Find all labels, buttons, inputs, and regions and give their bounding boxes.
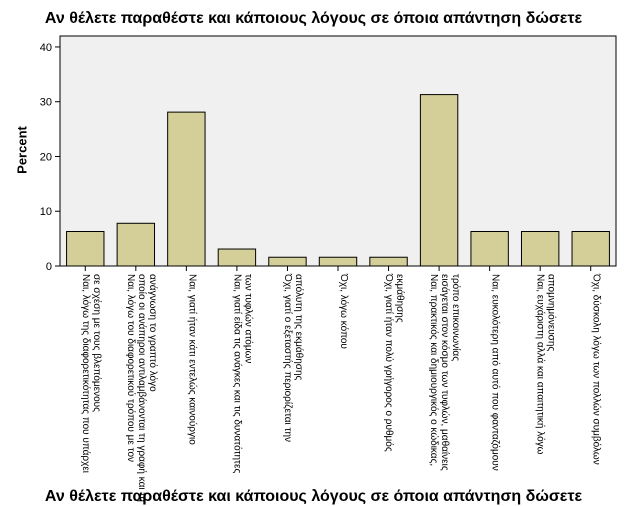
x-tick-label: Όχι, γιατί ήταν πολύ γρήγορος ο ρυθμός εκ…: [383, 273, 406, 452]
x-tick-label-line: απομνημόνευσης: [546, 274, 558, 351]
x-tick-label-line: τρόπο επικοινωνίας: [450, 274, 462, 361]
x-axis-labels: Ναι, λόγω της διαφορετικότητας που υπάρχ…: [80, 266, 603, 502]
bar: [66, 231, 105, 267]
y-axis: 0 10 20 30 40: [40, 42, 60, 273]
x-tick-label-line: Ναι, ευκολότερη από αυτό που φανταζόμουν: [490, 274, 502, 471]
x-tick-label-line: Όχι, γιατί ο εξεταστής περιορίζεται την: [282, 273, 294, 442]
bar: [167, 111, 206, 267]
bar: [520, 231, 560, 267]
bar: [318, 256, 358, 267]
x-tick-label-line: Ναι, γιατί είδα τις ανάγκες και τις δυνα…: [231, 274, 243, 473]
x-tick-label: Ναι, ευχάριστη αλλά και απαιτητική λόγω α…: [535, 274, 558, 455]
chart-title: Αν θέλετε παραθέστε και κάποιους λόγους …: [44, 10, 583, 27]
bar: [470, 231, 509, 267]
x-tick-label: Ναι, ευκολότερη από αυτό που φανταζόμουν: [490, 274, 502, 471]
bar: [419, 94, 459, 267]
x-tick-label-line: απόλυτη της εκμάθησης: [293, 274, 305, 381]
x-tick-label: Όχι, λόγω κόπου: [338, 273, 350, 349]
x-tick-label-line: Ναι, λόγω της διαφορετικότητας που υπάρχ…: [80, 274, 92, 473]
x-tick-label-line: Όχι, δύσκολη λόγω των πολλών συμβόλων: [591, 273, 603, 465]
x-tick-label-line: Ναι, γιατί ήταν κάτι εντελώς καινούργιο: [186, 274, 198, 445]
x-tick-label-line: Όχι, λόγω κόπου: [338, 273, 350, 349]
x-tick-label-line: των τυφλών ατόμων: [242, 274, 254, 363]
x-tick-label: Όχι, δύσκολη λόγω των πολλών συμβόλων: [591, 273, 603, 465]
y-tick-label: 0: [46, 261, 52, 273]
x-tick-label-line: Όχι, γιατί ήταν πολύ γρήγορος ο ρυθμός: [383, 273, 395, 452]
y-tick-label: 40: [40, 42, 52, 54]
bar: [369, 256, 408, 267]
x-tick-label: Ναι, γιατί είδα τις ανάγκες και τις δυνα…: [231, 274, 254, 473]
y-tick-label: 10: [40, 206, 52, 218]
x-tick-label-line: σε σχέση με τους βλεπόμενους: [91, 274, 103, 412]
x-tick-label-line: εισάγεται στον κόσμο των τυφλών, μαθαίνε…: [439, 274, 451, 471]
y-tick-label: 20: [40, 151, 52, 163]
x-tick-label-line: εκμάθησης: [394, 274, 406, 323]
bar: [268, 256, 307, 267]
x-tick-label-line: Ναι, λόγω του διαφορετικού τρόπου με τον: [125, 274, 137, 462]
bar: [116, 222, 156, 267]
x-tick-label-line: οποίο οι ανάπηροι αντιλαμβάνονται τη γρα…: [136, 274, 148, 502]
x-tick-label: Ναι, λόγω της διαφορετικότητας που υπάρχ…: [80, 274, 103, 473]
x-tick-label-line: ανάγνωση το γραπτό λόγο: [147, 274, 159, 392]
x-tick-label-line: Ναι, ευχάριστη αλλά και απαιτητική λόγω: [535, 274, 547, 455]
x-tick-label: Ναι, λόγω του διαφορετικού τρόπου με τον…: [125, 274, 159, 502]
bar: [217, 248, 257, 267]
x-tick-label: Ναι, γιατί ήταν κάτι εντελώς καινούργιο: [186, 274, 198, 445]
y-tick-label: 30: [40, 97, 52, 109]
x-tick-label-line: Ναι, πρακτικός και δημιουργικός ο κώδικα…: [428, 274, 440, 466]
bar: [571, 231, 610, 267]
x-tick-label: Ναι, πρακτικός και δημιουργικός ο κώδικα…: [428, 274, 462, 471]
bars: [66, 94, 610, 267]
x-tick-label: Όχι, γιατί ο εξεταστής περιορίζεται την α…: [282, 273, 305, 442]
bottom-caption: Αν θέλετε παραθέστε και κάποιους λόγους …: [44, 488, 583, 505]
